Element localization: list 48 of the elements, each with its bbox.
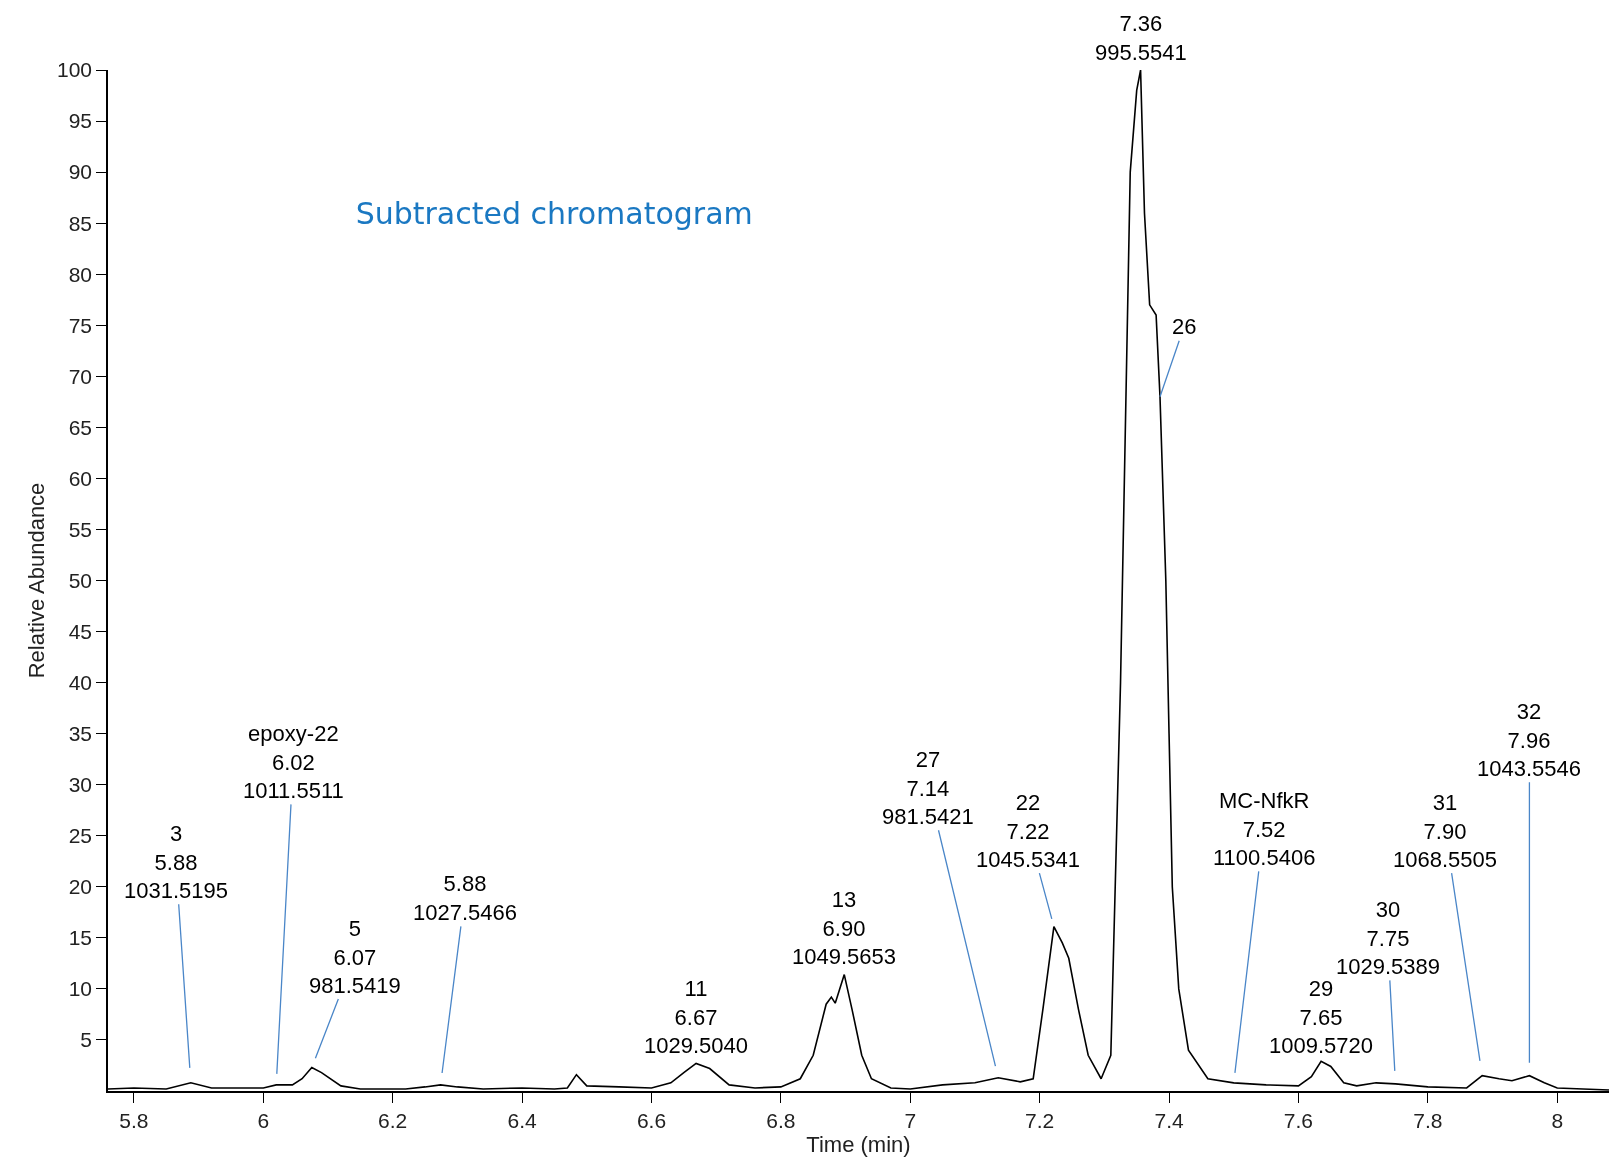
y-axis-title: Relative Abundance — [24, 482, 50, 679]
annotation: 5 6.07 981.5419 — [309, 916, 401, 999]
y-tick-label: 80 — [68, 262, 93, 286]
y-tick-label: 75 — [68, 313, 93, 337]
annotation: 13 6.90 1049.5653 — [792, 887, 896, 970]
x-tick-label: 6.6 — [636, 1108, 667, 1132]
x-tick-label: 6.8 — [766, 1108, 796, 1132]
annotation: MC-NfkR 7.52 1100.5406 — [1213, 788, 1316, 871]
x-tick-label: 7 — [904, 1108, 917, 1132]
y-tick-label: 30 — [68, 773, 93, 797]
y-tick-label: 15 — [68, 926, 93, 950]
x-tick-label: 6 — [257, 1108, 270, 1132]
y-tick-label: 50 — [68, 568, 93, 592]
annotation: 31 7.90 1068.5505 — [1393, 790, 1497, 873]
y-tick-label: 60 — [68, 466, 93, 490]
annotation: 7.36 995.5541 — [1095, 11, 1187, 65]
y-tick-label: 20 — [68, 875, 93, 899]
x-axis-title: Time (min) — [806, 1132, 911, 1158]
y-tick-label: 40 — [68, 670, 93, 694]
y-tick-label: 100 — [57, 58, 93, 82]
x-tick-label: 6.2 — [378, 1108, 408, 1132]
y-tick-label: 65 — [68, 415, 93, 439]
x-tick-label: 7.6 — [1283, 1108, 1314, 1132]
annotation: 26 — [1172, 314, 1197, 339]
y-tick-label: 85 — [68, 211, 93, 235]
y-tick-label: 10 — [68, 977, 93, 1001]
y-tick-label: 25 — [68, 824, 93, 848]
annotation: 22 7.22 1045.5341 — [976, 790, 1080, 873]
annotation: epoxy-22 6.02 1011.5511 — [243, 721, 344, 804]
x-tick-label: 8 — [1551, 1108, 1564, 1132]
y-tick-label: 70 — [68, 364, 93, 388]
annotation: 5.88 1027.5466 — [413, 871, 517, 925]
x-tick-label: 6.4 — [507, 1108, 537, 1132]
x-tick-label: 7.4 — [1154, 1108, 1184, 1132]
annotation: 27 7.14 981.5421 — [882, 747, 974, 830]
y-tick-label: 55 — [68, 517, 93, 541]
x-tick-label: 7.8 — [1413, 1108, 1443, 1132]
annotation: 3 5.88 1031.5195 — [124, 821, 228, 904]
y-tick-label: 5 — [80, 1028, 93, 1052]
annotation: 11 6.67 1029.5040 — [644, 976, 748, 1059]
y-tick-label: 95 — [68, 109, 93, 133]
x-tick-label: 7.2 — [1025, 1108, 1055, 1132]
y-tick-label: 45 — [68, 619, 93, 643]
x-tick-label: 5.8 — [119, 1108, 149, 1132]
y-tick-label: 35 — [68, 722, 93, 745]
annotation: 32 7.96 1043.5546 — [1477, 699, 1581, 782]
text: Subtracted chromatogram — [355, 195, 753, 231]
y-tick-label: 90 — [68, 160, 93, 184]
